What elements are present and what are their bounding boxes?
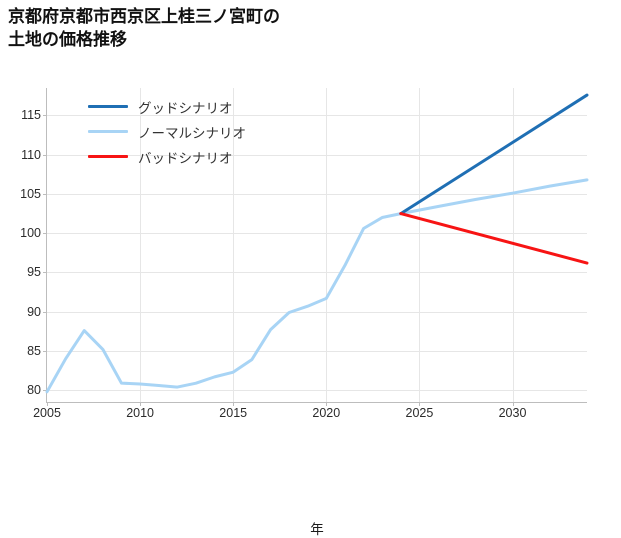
y-axis-label: 坪単価（万円） (0, 0, 17, 96)
legend-label-normal: ノーマルシナリオ (138, 125, 246, 141)
legend-swatch-normal (88, 130, 128, 133)
chart-title: 京都府京都市西京区上桂三ノ宮町の 土地の価格推移 (8, 7, 280, 49)
legend-item-good: グッドシナリオ (88, 94, 246, 119)
gridline-horizontal (47, 193, 587, 195)
x-tickmark (326, 402, 328, 406)
y-tick-label: 110 (21, 147, 41, 162)
x-tickmark (419, 402, 421, 406)
x-tick-label: 2020 (312, 406, 341, 420)
gridline-vertical (233, 88, 235, 402)
series-line (399, 212, 589, 265)
gridline-horizontal (47, 311, 587, 313)
y-tick-label: 105 (20, 186, 41, 201)
x-tick-label: 2010 (126, 406, 154, 420)
y-tick-label: 80 (27, 383, 41, 398)
y-tick-label: 95 (27, 265, 41, 280)
legend-label-good: グッドシナリオ (138, 100, 233, 116)
y-tickmark (43, 350, 47, 352)
y-tickmark (43, 233, 47, 235)
legend-item-normal: ノーマルシナリオ (88, 119, 246, 144)
gridline-horizontal (47, 350, 587, 352)
legend: グッドシナリオ ノーマルシナリオ バッドシナリオ (82, 88, 256, 175)
x-tick-label: 2025 (405, 406, 434, 420)
x-axis-label: 年 (310, 522, 324, 537)
legend-item-bad: バッドシナリオ (88, 144, 246, 169)
plot-area: 2005 2010 2015 2020 2025 2030 80 85 90 95 100 105 1… (20, 88, 589, 537)
gridline-horizontal (47, 272, 587, 274)
y-tickmark (43, 154, 47, 156)
gridline-horizontal (47, 154, 587, 156)
gridline-horizontal (47, 390, 587, 392)
series-line (399, 93, 589, 216)
gridline-vertical (419, 88, 421, 402)
gridline-vertical (140, 88, 142, 402)
gridline-horizontal (47, 233, 587, 235)
legend-swatch-good (88, 105, 128, 108)
legend-label-bad: バッドシナリオ (138, 150, 233, 166)
series-line (45, 178, 589, 394)
y-tickmark (43, 390, 47, 392)
series-lines (45, 93, 589, 394)
x-tick-label: 2015 (219, 406, 248, 420)
x-tickmark (233, 402, 235, 406)
y-tick-label: 115 (21, 108, 41, 123)
x-tickmark (47, 402, 48, 406)
gridline-horizontal (47, 115, 587, 117)
x-tick-label: 2005 (33, 406, 61, 420)
x-tickmark (140, 402, 142, 406)
price-trend-chart: 京都府京都市西京区上桂三ノ宮町の 土地の価格推移 坪単価（万円） 2005 201… (0, 0, 589, 537)
y-tickmark (43, 115, 47, 117)
gridline-vertical (512, 88, 514, 402)
y-tickmark (43, 272, 47, 274)
y-tickmark (43, 311, 47, 313)
y-tick-label: 90 (27, 304, 41, 319)
y-tick-label: 85 (27, 343, 41, 358)
gridline-vertical (326, 88, 328, 402)
y-tick-label: 100 (20, 226, 41, 241)
x-tick-label: 2030 (498, 406, 527, 420)
x-tickmark (512, 402, 514, 406)
y-tickmark (43, 193, 47, 195)
legend-swatch-bad (88, 155, 128, 158)
